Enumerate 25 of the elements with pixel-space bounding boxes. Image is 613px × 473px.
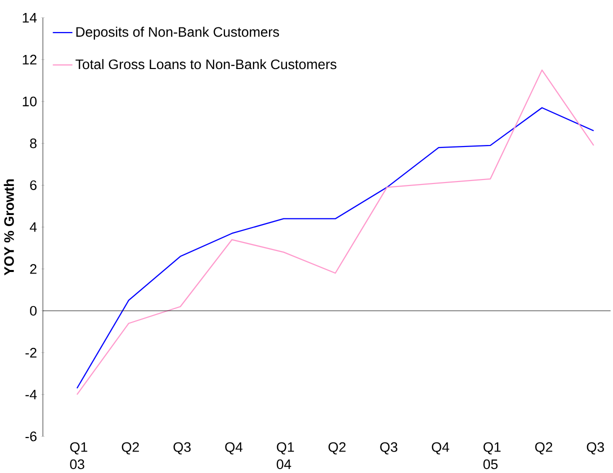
y-tick-label: 0 bbox=[30, 306, 37, 316]
x-tick-label: Q1 05 bbox=[483, 442, 501, 470]
y-tick-label: 10 bbox=[22, 96, 37, 106]
y-tick-label: 2 bbox=[30, 264, 36, 274]
x-tick-label: Q1 04 bbox=[276, 442, 294, 470]
x-tick-label: Q2 bbox=[535, 442, 552, 454]
x-tick-label: Q3 bbox=[380, 442, 398, 454]
x-tick-label: Q4 bbox=[225, 442, 242, 454]
x-tick-label: Q2 bbox=[328, 442, 346, 454]
legend-label: Total Gross Loans to Non-Bank Customers bbox=[76, 59, 336, 70]
x-tick-label: Q4 bbox=[432, 442, 450, 454]
y-axis-title: YOY % Growth bbox=[4, 179, 14, 276]
y-tick-label: -4 bbox=[25, 390, 37, 400]
y-tick-label: 8 bbox=[30, 138, 37, 148]
legend-label: Deposits of Non-Bank Customers bbox=[76, 26, 280, 40]
x-tick-label: Q1 03 bbox=[70, 442, 88, 470]
y-tick-label: 14 bbox=[22, 13, 37, 22]
y-tick-label: 6 bbox=[30, 180, 37, 190]
y-tick-label: -6 bbox=[25, 432, 37, 442]
x-tick-label: Q3 bbox=[174, 442, 191, 454]
y-tick-label: 4 bbox=[30, 222, 37, 232]
x-tick-label: Q2 bbox=[122, 442, 139, 454]
y-tick-label: -2 bbox=[25, 348, 36, 358]
x-tick-label: Q3 bbox=[586, 442, 604, 454]
y-tick-label: 12 bbox=[22, 54, 36, 64]
